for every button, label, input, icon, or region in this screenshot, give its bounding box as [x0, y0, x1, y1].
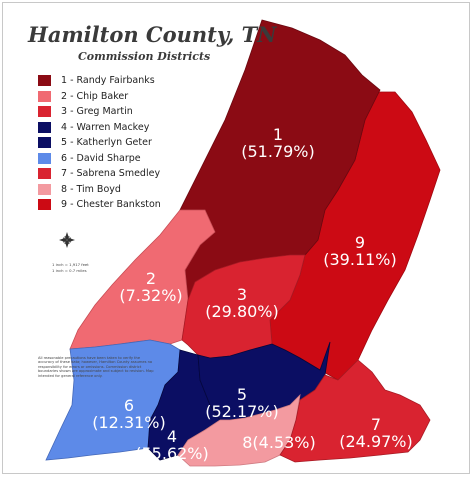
legend-item-3: 3 - Greg Martin — [38, 104, 161, 120]
legend-item-4: 4 - Warren Mackey — [38, 120, 161, 136]
district-7-label: 7 (24.97%) — [326, 416, 426, 451]
district-6-number: 6 — [123, 396, 135, 415]
district-9-number: 9 — [354, 233, 366, 252]
scale-line-2: 1 inch = 0.7 miles — [52, 268, 87, 274]
map-border — [2, 2, 470, 474]
district-9-label: 9 (39.11%) — [314, 234, 406, 269]
legend-label-6: 6 - David Sharpe — [61, 152, 141, 164]
legend-swatch-8 — [38, 183, 51, 195]
legend-label-8: 8 - Tim Boyd — [61, 183, 121, 195]
map-title: Hamilton County, TN — [28, 22, 277, 47]
legend-item-8: 8 - Tim Boyd — [38, 182, 161, 198]
legend-label-4: 4 - Warren Mackey — [61, 121, 150, 133]
district-3-percent: (29.80%) — [205, 302, 279, 322]
legend-item-5: 5 - Katherlyn Geter — [38, 135, 161, 151]
district-3-number: 3 — [236, 285, 248, 304]
district-4-percent: (55.62%) — [135, 444, 209, 464]
district-2-label: 2 (7.32%) — [108, 270, 194, 305]
legend-swatch-4 — [38, 121, 51, 133]
legend-label-7: 7 - Sabrena Smedley — [61, 168, 161, 180]
map-subtitle: Commission Districts — [78, 50, 211, 63]
district-4-label: 4 (55.62%) — [126, 428, 218, 463]
district-7-percent: (24.97%) — [339, 432, 413, 452]
legend-swatch-1 — [38, 75, 51, 87]
legend-item-2: 2 - Chip Baker — [38, 89, 161, 105]
district-5-label: 5 (52.17%) — [196, 386, 288, 421]
compass-rose-icon — [59, 232, 75, 248]
district-1-percent: (51.79%) — [241, 142, 315, 162]
legend: 1 - Randy Fairbanks 2 - Chip Baker 3 - G… — [38, 73, 161, 213]
district-9-percent: (39.11%) — [323, 250, 397, 270]
district-4-number: 4 — [166, 427, 178, 446]
legend-swatch-5 — [38, 137, 51, 149]
district-5-percent: (52.17%) — [205, 402, 279, 422]
legend-swatch-3 — [38, 106, 51, 118]
legend-swatch-2 — [38, 90, 51, 102]
legend-swatch-9 — [38, 199, 51, 211]
legend-label-9: 9 - Chester Bankston — [61, 199, 161, 211]
district-8-label: 8(4.53%) — [242, 433, 316, 452]
district-7-shape[interactable] — [279, 359, 431, 463]
legend-item-6: 6 - David Sharpe — [38, 151, 161, 167]
legend-item-1: 1 - Randy Fairbanks — [38, 73, 161, 89]
scale-line-1: 1 inch = 1,917 feet — [52, 262, 89, 267]
disclaimer-note: All reasonable precautions have been tak… — [38, 356, 154, 378]
district-2-percent: (7.32%) — [119, 286, 183, 306]
legend-item-9: 9 - Chester Bankston — [38, 197, 161, 213]
district-1-number: 1 — [272, 125, 284, 144]
legend-item-7: 7 - Sabrena Smedley — [38, 166, 161, 182]
scale-text: 1 inch = 1,917 feet 1 inch = 0.7 miles — [52, 262, 89, 274]
legend-swatch-6 — [38, 152, 51, 164]
legend-label-3: 3 - Greg Martin — [61, 106, 133, 118]
district-6-label: 6 (12.31%) — [84, 397, 174, 432]
district-1-label: 1 (51.79%) — [232, 126, 324, 161]
district-3-label: 3 (29.80%) — [196, 286, 288, 321]
legend-label-1: 1 - Randy Fairbanks — [61, 75, 155, 87]
district-6-percent: (12.31%) — [92, 413, 166, 433]
legend-swatch-7 — [38, 168, 51, 180]
legend-label-2: 2 - Chip Baker — [61, 90, 129, 102]
district-5-number: 5 — [236, 385, 248, 404]
legend-label-5: 5 - Katherlyn Geter — [61, 137, 152, 149]
district-7-number: 7 — [370, 415, 382, 434]
district-2-number: 2 — [145, 269, 157, 288]
